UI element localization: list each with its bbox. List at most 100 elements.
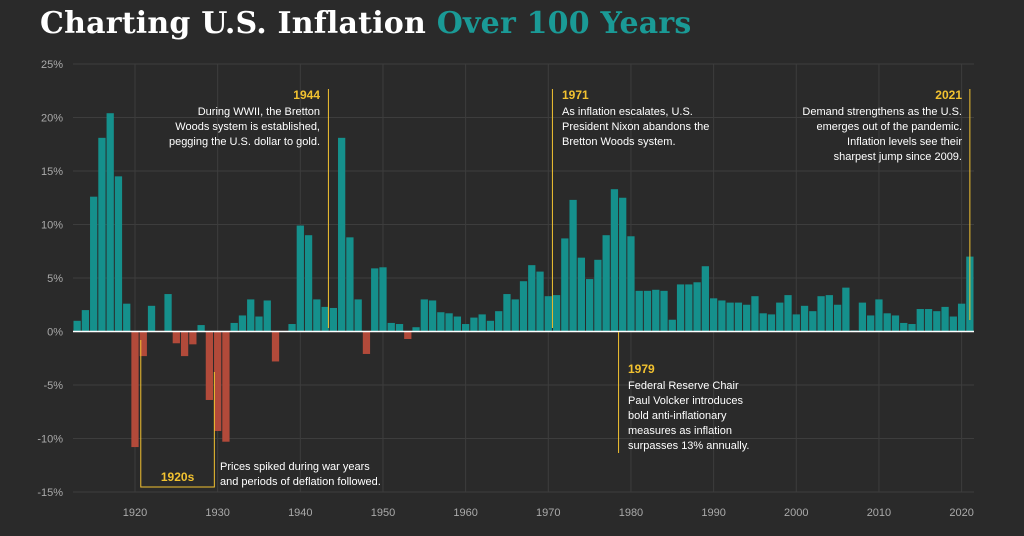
x-tick-label: 2020 (949, 507, 973, 519)
bar-2000 (792, 314, 800, 332)
bar-1968 (528, 265, 536, 332)
title-main: Charting U.S. Inflation (40, 6, 427, 41)
y-tick-label: 25% (41, 59, 63, 71)
annotation-text-line: surpasses 13% annually. (628, 440, 749, 452)
x-tick-label: 2010 (867, 507, 891, 519)
bar-1925 (172, 331, 180, 344)
bar-1945 (338, 137, 346, 332)
y-axis: 25% 20% 15% 10% 5% 0% -5% -10% -15% (37, 59, 63, 499)
annotation-text-line: pegging the U.S. dollar to gold. (169, 136, 320, 148)
bar-2018 (941, 306, 949, 332)
bar-1915 (90, 196, 98, 332)
bar-1960 (462, 324, 470, 332)
bar-1927 (189, 331, 197, 345)
x-tick-label: 1990 (701, 507, 725, 519)
bar-1981 (635, 290, 643, 332)
bar-1964 (495, 311, 503, 332)
bar-2004 (825, 295, 833, 332)
bar-1961 (470, 317, 478, 332)
bar-1986 (676, 284, 685, 332)
annotation-year-1971: 1971 (562, 88, 589, 102)
bar-1983 (652, 289, 660, 332)
bar-2003 (817, 296, 825, 332)
bar-1916 (98, 137, 106, 332)
bar-2017 (933, 311, 941, 332)
bar-1929 (205, 331, 214, 400)
bar-1934 (247, 299, 255, 332)
bar-1998 (776, 302, 784, 332)
annotation-text-line: sharpest jump since 2009. (834, 151, 962, 163)
bar-1955 (420, 299, 428, 332)
bar-1950 (379, 267, 387, 332)
annotation-text-line: bold anti-inflationary (628, 410, 727, 422)
bar-1965 (503, 294, 511, 332)
bar-2005 (833, 304, 842, 332)
bar-1935 (255, 316, 263, 332)
bar-1953 (404, 331, 412, 339)
bar-1978 (610, 189, 619, 332)
bar-2006 (842, 287, 850, 332)
bar-1943 (321, 306, 329, 332)
bar-1951 (387, 322, 395, 332)
bar-1936 (263, 300, 271, 332)
bar-1977 (602, 235, 610, 332)
y-tick-label: -10% (37, 434, 63, 446)
x-tick-label: 1960 (453, 507, 477, 519)
bar-1988 (693, 282, 701, 332)
bar-1971 (552, 295, 561, 332)
bar-1917 (106, 113, 114, 332)
annotation-text-line: Woods system is established, (175, 121, 320, 133)
annotation-text-line: Demand strengthens as the U.S. (802, 106, 962, 118)
x-tick-label: 1920 (123, 507, 147, 519)
x-axis: 1920 1930 1940 1950 1960 1970 1980 1990 2000 2010… (123, 507, 974, 519)
bar-1918 (114, 176, 123, 332)
y-tick-label: -15% (37, 487, 63, 499)
bar-1967 (519, 281, 528, 332)
bar-1931 (222, 331, 230, 442)
x-tick-label: 1950 (371, 507, 395, 519)
annotation-text-line: Prices spiked during war years (220, 461, 370, 473)
annotation-text-line: Paul Volcker introduces (628, 395, 743, 407)
bar-2002 (809, 311, 817, 332)
bar-1944 (329, 307, 338, 332)
bar-1990 (709, 298, 718, 332)
y-tick-label: 5% (47, 273, 63, 285)
bar-1941 (304, 235, 313, 332)
bar-1970 (544, 296, 552, 332)
bar-1993 (734, 302, 743, 332)
bar-1997 (767, 314, 776, 332)
bar-1956 (428, 300, 437, 332)
bar-1987 (685, 284, 693, 332)
bar-1933 (238, 315, 247, 332)
bar-1966 (511, 299, 519, 332)
bar-2020 (957, 303, 966, 332)
y-tick-label: 20% (41, 113, 63, 125)
annotation-text-line: Bretton Woods system. (562, 136, 676, 148)
page-title: Charting U.S. Inflation Over 100 Years (40, 6, 692, 41)
annotation-text-line: emerges out of the pandemic. (816, 121, 962, 133)
y-tick-label: 10% (41, 220, 63, 232)
y-tick-label: 0% (47, 327, 63, 339)
bar-1921 (139, 331, 147, 357)
annotation-1920s-bracket (140, 340, 215, 488)
bar-1972 (561, 238, 569, 332)
bar-1947 (354, 299, 362, 332)
y-tick-label: 15% (41, 166, 63, 178)
bar-2001 (800, 305, 809, 332)
x-tick-label: 1980 (619, 507, 643, 519)
bar-1930 (214, 331, 222, 432)
bar-1975 (585, 279, 594, 332)
annotation-text-line: As inflation escalates, U.S. (562, 106, 693, 118)
annotation-year-2021: 2021 (935, 88, 962, 102)
bar-1994 (743, 304, 751, 332)
bar-1949 (371, 268, 379, 332)
bar-2019 (949, 316, 957, 332)
bar-1922 (147, 305, 156, 332)
bar-1948 (362, 331, 371, 354)
bar-series (73, 113, 974, 448)
bar-1920 (131, 331, 139, 448)
bar-1973 (569, 199, 577, 332)
bar-1989 (701, 266, 709, 332)
